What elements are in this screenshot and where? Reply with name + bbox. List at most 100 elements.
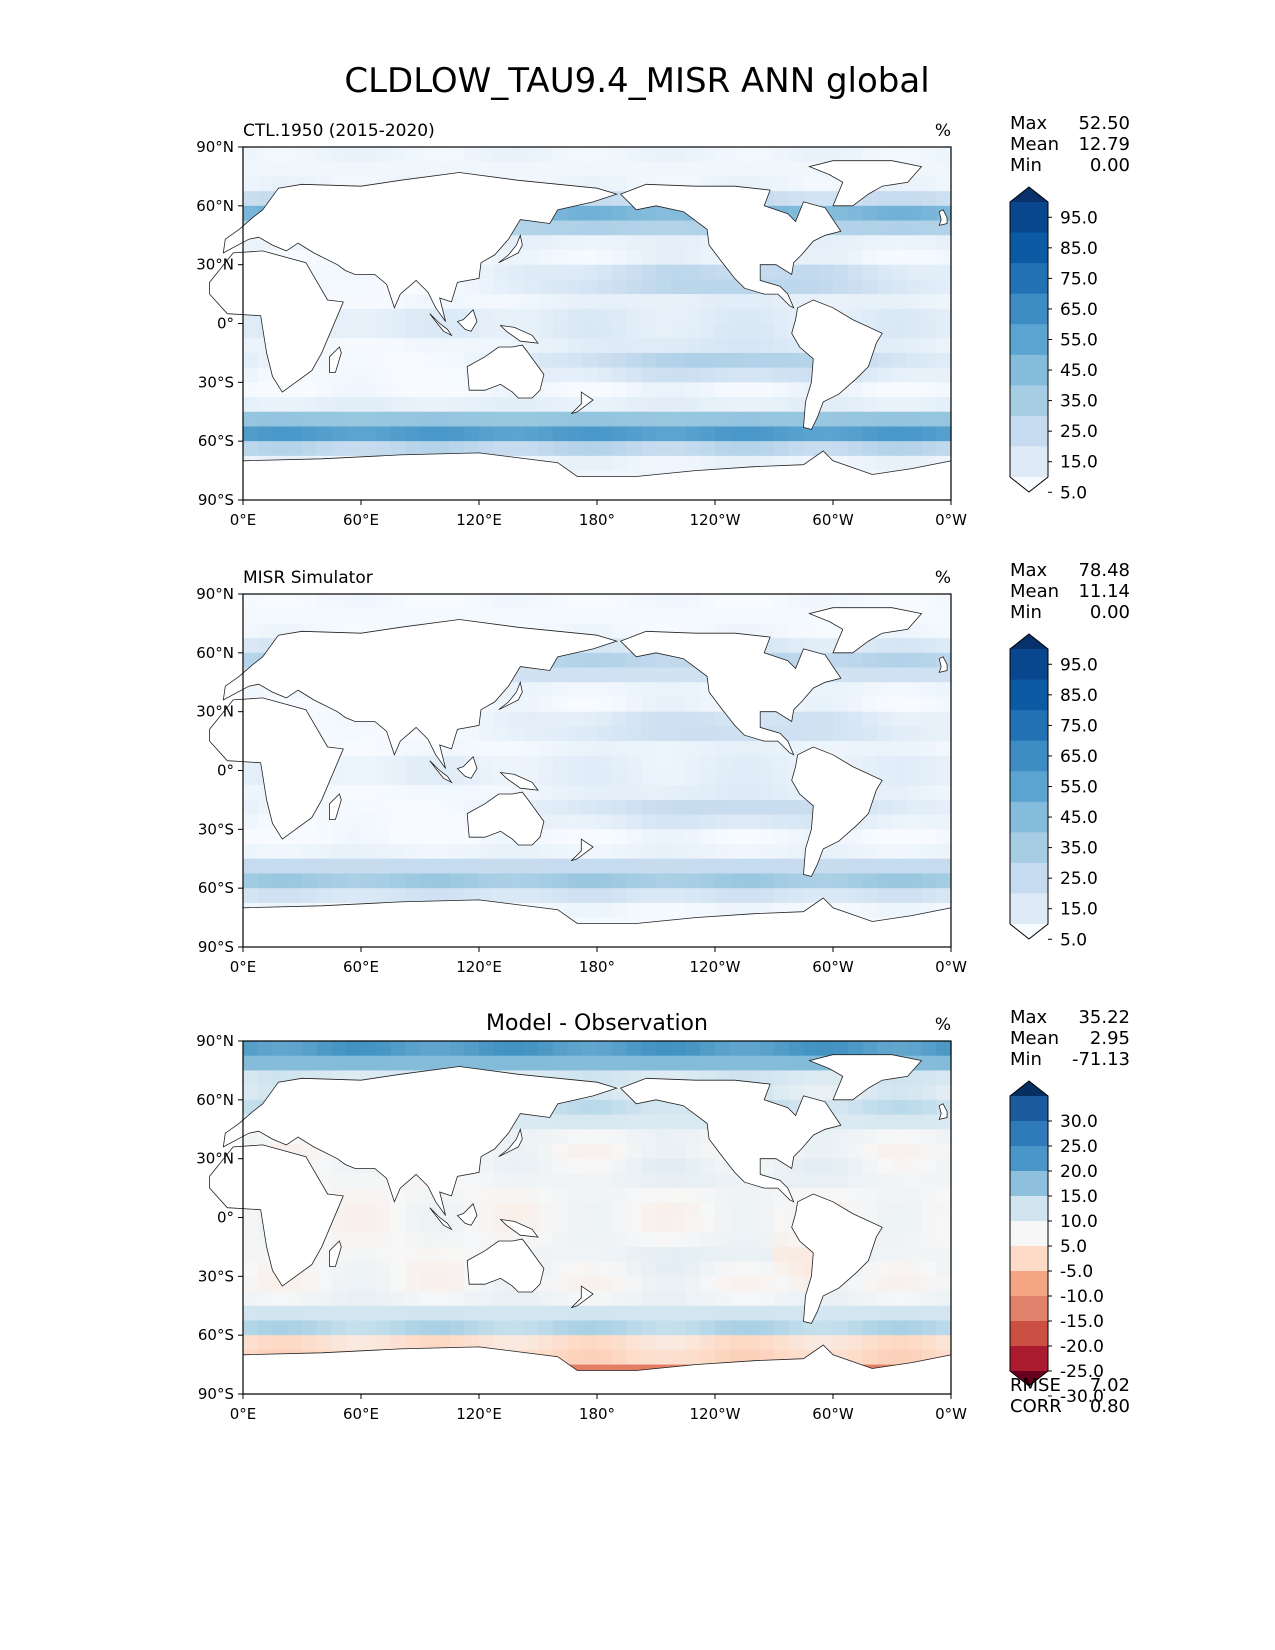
field-cell [759,623,775,639]
field-cell [833,411,849,428]
field-cell [847,1276,864,1292]
field-cell [818,1041,834,1057]
field-cell [508,308,524,325]
colorbar-segment [1010,1296,1048,1322]
field-cell [700,1276,716,1292]
field-cell [597,1070,613,1086]
lat-tick-label: 60°N [196,1091,234,1109]
field-cell [449,594,465,610]
field-cell [597,426,613,442]
field-cell [877,1041,893,1057]
field-cell [405,1276,421,1292]
field-cell [597,799,613,816]
colorbar-segment [1010,801,1048,833]
field-cell [626,426,642,442]
field-cell [656,1291,672,1307]
field-cell [552,888,569,904]
field-cell [847,873,864,889]
field-cell [818,1158,834,1174]
field-cell [346,1246,362,1263]
field-cell [243,1055,259,1072]
field-cell [420,594,436,610]
field-cell [302,873,318,889]
field-cell [272,1320,288,1336]
field-cell [892,594,908,610]
field-cell [626,1232,642,1248]
field-cell [715,1349,731,1366]
field-cell [670,1114,687,1130]
field-cell [346,814,362,830]
field-cell [818,1305,834,1322]
field-cell [788,873,805,889]
field-cell [818,426,834,442]
field-cell [449,1261,465,1277]
stat-value: 52.50 [1078,113,1130,134]
field-cell [479,1041,495,1057]
field-cell [597,755,613,772]
field-cell [936,1173,952,1189]
lon-tick-label: 0°W [935,958,967,976]
field-cell [759,1246,775,1263]
field-cell [405,411,421,428]
field-cell [243,858,259,875]
field-cell [390,411,406,428]
field-cell [656,1129,672,1145]
field-cell [744,1217,760,1233]
field-cell [892,1276,908,1292]
field-cell [685,1158,701,1174]
field-cell [552,1232,569,1248]
panels: 90°N60°N30°N0°30°S60°S90°S0°E 60°E 120°E 18… [196,113,1130,1423]
field-cell [892,441,908,457]
field-cell [611,308,628,325]
field-cell [685,1261,701,1277]
field-cell [906,1217,923,1233]
field-cell [508,888,524,904]
field-cell [892,411,908,428]
field-cell [774,323,790,339]
field-cell [597,308,613,325]
field-cell [656,279,672,295]
field-cell [552,1041,569,1057]
field-cell [656,1305,672,1322]
field-cell [523,1320,539,1336]
field-cell [493,1305,510,1322]
field-cell [626,814,642,830]
field-cell [567,608,583,625]
field-cell [479,338,495,354]
field-cell [331,279,347,295]
field-cell [729,1041,746,1057]
field-cell [434,814,451,830]
field-cell [877,1232,893,1248]
coastline [571,1285,594,1309]
field-cell [552,1320,569,1336]
field-cell [685,608,701,625]
field-cell [715,829,731,845]
colorbar-segment [1010,415,1048,447]
colorbar: 30.025.020.015.010.05.0-5.0-10.0-15.0-20… [1009,1080,1104,1407]
field-cell [656,844,672,860]
field-cell [287,161,303,178]
field-cell [567,829,583,845]
field-cell [670,426,687,442]
field-cell [243,1320,259,1336]
field-cell [847,1173,864,1189]
field-cell [774,411,790,428]
field-cell [906,1158,923,1174]
field-cell [759,352,775,369]
field-cell [847,382,864,398]
field-cell [833,741,849,757]
field-cell [538,1335,554,1351]
field-cell [523,1143,539,1160]
field-cell [449,1305,465,1322]
field-cell [936,426,952,442]
field-cell [346,411,362,428]
field-cell [538,1143,554,1160]
field-cell [405,147,421,163]
field-cell [611,426,628,442]
field-cell [670,682,687,698]
field-cell [611,844,628,860]
field-cell [818,1085,834,1101]
field-cell [449,352,465,369]
field-cell [626,264,642,280]
field-cell [744,1041,760,1057]
